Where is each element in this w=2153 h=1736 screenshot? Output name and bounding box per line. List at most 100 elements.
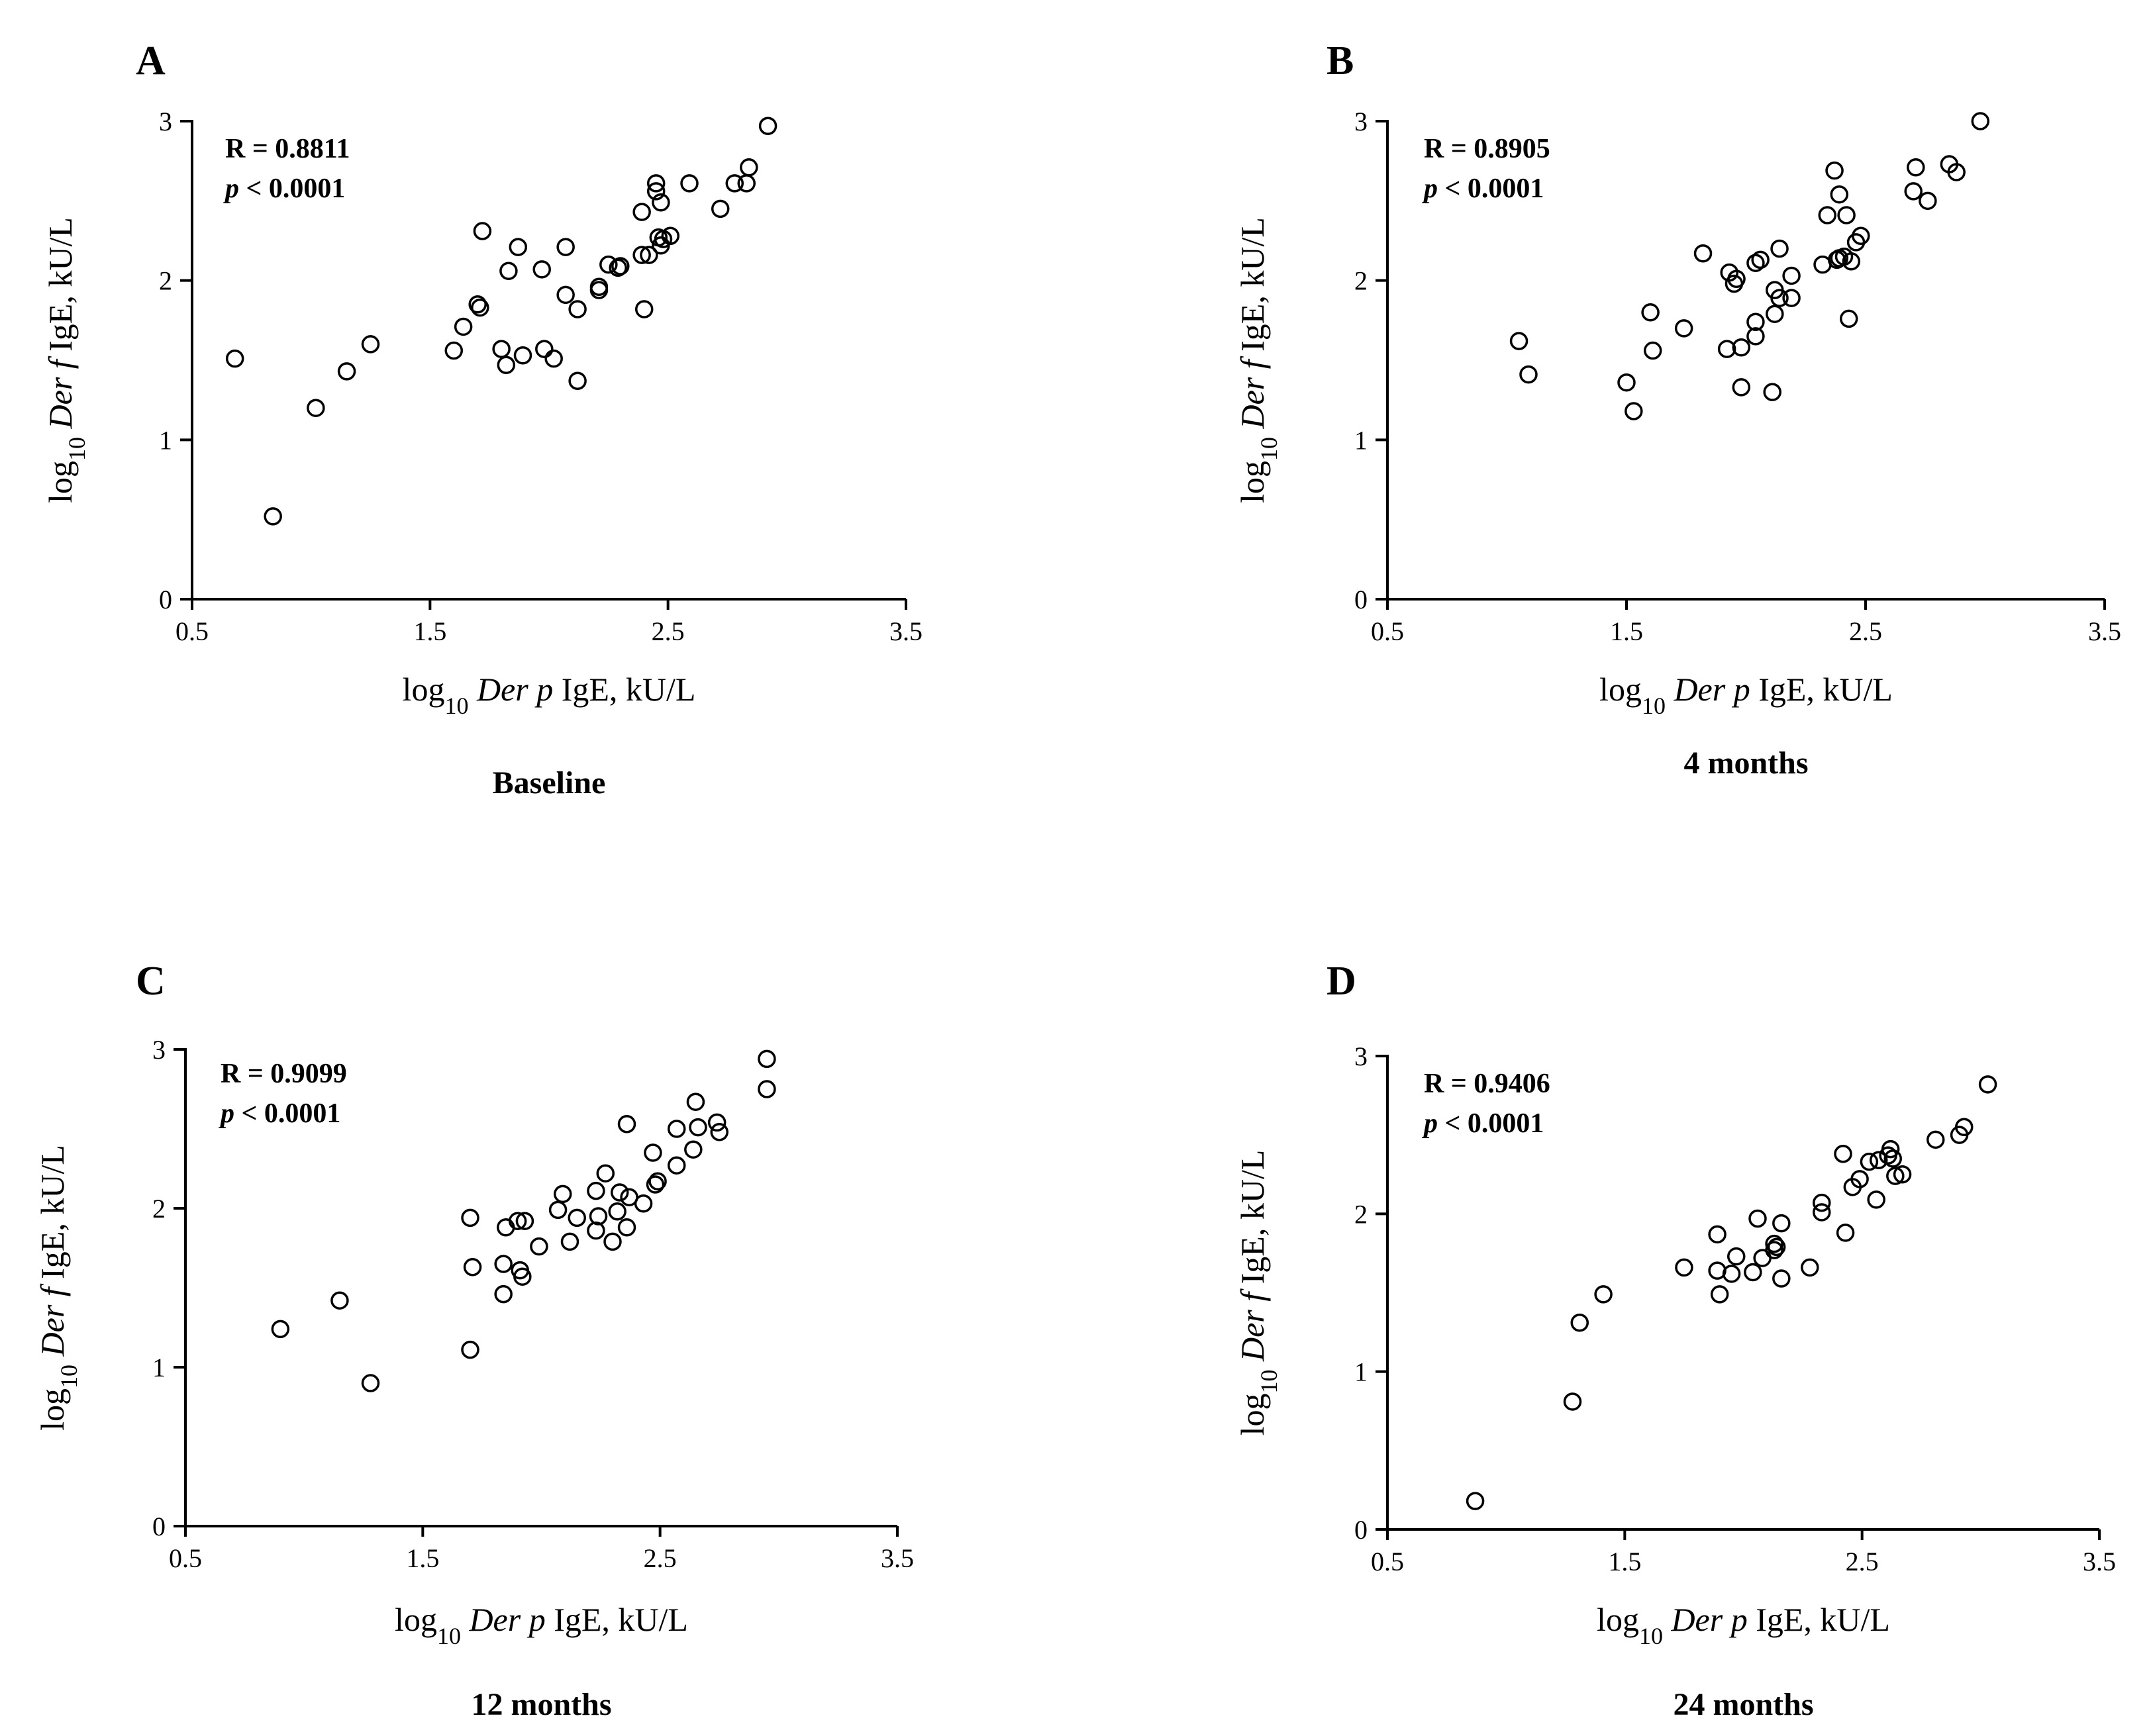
data-point — [461, 1208, 479, 1228]
panel-a: A R = 0.8811 p < 0.0001 0.5 1.5 2.5 3.5 0 1 2 3 log… — [42, 38, 923, 800]
data-point — [587, 1181, 605, 1200]
data-point — [1641, 303, 1660, 322]
x-tick-label: 2.5 — [1849, 616, 1882, 646]
y-axis-label: log10 Der f IgE, kU/L — [1234, 1150, 1282, 1436]
data-point — [454, 317, 473, 336]
data-point — [684, 1140, 703, 1159]
data-point — [634, 1194, 653, 1213]
data-point — [1765, 1234, 1783, 1253]
data-point — [508, 1212, 527, 1230]
data-point — [686, 1092, 705, 1111]
data-point — [1625, 402, 1643, 420]
x-tick-label: 1.5 — [1610, 616, 1643, 646]
data-point — [1766, 305, 1784, 323]
data-point — [535, 340, 554, 358]
data-point — [1860, 1152, 1879, 1171]
data-point — [1904, 182, 1923, 201]
data-point — [1722, 1265, 1741, 1283]
data-point — [652, 193, 670, 212]
panel-letter: B — [1327, 38, 1354, 83]
data-point — [361, 335, 380, 354]
data-point — [1886, 1167, 1905, 1185]
data-point — [509, 238, 528, 256]
data-point — [609, 258, 627, 277]
data-point — [556, 285, 575, 305]
data-point — [497, 356, 516, 374]
x-tick-label: 3.5 — [2088, 616, 2121, 646]
y-tick-label: 0 — [159, 585, 172, 614]
y-tick-label: 3 — [1354, 107, 1368, 136]
data-point — [646, 174, 666, 193]
panel-b: B R = 0.8905 p < 0.0001 0.5 1.5 2.5 3.5 0 1 2 3 log… — [1234, 38, 2121, 781]
y-axis-label: log10 Der f IgE, kU/L — [42, 217, 90, 503]
data-point — [330, 1291, 349, 1310]
data-point — [1782, 289, 1801, 307]
correlation-r: R = 0.8811 — [225, 134, 350, 164]
data-point — [644, 1143, 662, 1162]
data-point — [1617, 373, 1636, 392]
data-point — [680, 174, 699, 193]
data-point — [1919, 191, 1937, 211]
p-value: p < 0.0001 — [1422, 173, 1544, 204]
data-point — [1732, 378, 1751, 397]
data-point — [1748, 1209, 1767, 1228]
p-value: p < 0.0001 — [223, 173, 345, 204]
data-point — [1881, 1139, 1900, 1159]
x-tick-label: 2.5 — [644, 1543, 677, 1573]
data-point — [1710, 1285, 1729, 1304]
x-tick-label: 1.5 — [413, 616, 446, 646]
panel-caption: 24 months — [1673, 1687, 1813, 1722]
data-point — [1955, 1118, 1974, 1136]
panel-c: C R = 0.9099 p < 0.0001 0.5 1.5 2.5 3.5 0 1 2 3 log… — [34, 959, 914, 1722]
data-point — [689, 1118, 707, 1137]
data-point — [554, 1184, 572, 1204]
data-point — [264, 507, 282, 526]
panel-caption: 4 months — [1683, 746, 1808, 781]
data-point — [1836, 1224, 1855, 1242]
data-point — [661, 226, 680, 246]
data-point — [1883, 1149, 1902, 1168]
p-value: p < 0.0001 — [219, 1098, 340, 1129]
data-point — [1907, 158, 1925, 177]
x-tick-label: 0.5 — [1371, 1547, 1404, 1576]
data-point — [611, 1183, 629, 1202]
data-point — [1842, 252, 1861, 271]
y-tick-label: 3 — [1354, 1041, 1368, 1071]
data-point — [1834, 1145, 1852, 1163]
data-point — [646, 182, 666, 201]
data-point — [1746, 313, 1765, 331]
data-point — [710, 1123, 728, 1141]
x-tick-label: 3.5 — [889, 616, 923, 646]
x-tick-label: 0.5 — [175, 616, 209, 646]
data-point — [632, 203, 651, 221]
p-value: p < 0.0001 — [1422, 1108, 1544, 1139]
data-point — [1727, 269, 1746, 289]
data-point — [1767, 1237, 1786, 1257]
data-point — [473, 222, 492, 240]
data-point — [1825, 161, 1844, 180]
x-axis-label: log10 Der p IgE, kU/L — [1599, 671, 1893, 719]
data-point — [544, 349, 563, 368]
data-point — [1765, 1241, 1783, 1259]
data-point — [1830, 185, 1849, 204]
data-point — [1971, 112, 1990, 130]
y-tick-label: 1 — [1354, 1357, 1368, 1387]
y-tick-label: 1 — [1354, 425, 1368, 455]
data-point — [1563, 1392, 1582, 1411]
data-point — [758, 1080, 776, 1098]
data-point — [634, 300, 654, 318]
data-point — [1509, 332, 1528, 350]
data-point — [1813, 1193, 1831, 1212]
data-point — [463, 1258, 482, 1277]
data-point — [1746, 254, 1765, 272]
data-point — [1717, 340, 1736, 358]
x-tick-label: 3.5 — [2083, 1547, 2116, 1576]
x-tick-label: 0.5 — [169, 1543, 202, 1573]
y-tick-label: 2 — [1354, 1199, 1368, 1229]
data-point — [589, 277, 609, 297]
panel-caption: Baseline — [493, 765, 606, 800]
data-point — [1852, 226, 1870, 246]
data-point — [1643, 341, 1662, 360]
data-point — [1675, 1258, 1693, 1277]
data-point — [711, 199, 730, 218]
